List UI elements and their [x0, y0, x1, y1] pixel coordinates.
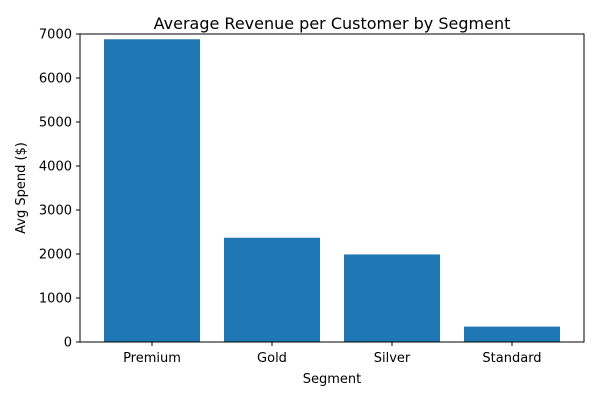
- x-tick-label: Premium: [123, 351, 181, 366]
- y-axis-ticks: 0 1000 2000 3000 4000 5000 6000 7000: [39, 28, 80, 351]
- y-tick-label: 2000: [39, 248, 72, 263]
- y-tick-label: 5000: [39, 116, 72, 131]
- y-tick-label: 0: [64, 336, 72, 351]
- x-tick-label: Standard: [482, 351, 541, 366]
- x-tick-label: Silver: [374, 351, 411, 366]
- bars-group: [104, 39, 560, 342]
- bar-premium: [104, 39, 200, 342]
- y-tick-label: 4000: [39, 160, 72, 175]
- x-tick-label: Gold: [257, 351, 287, 366]
- bar-standard: [464, 326, 560, 342]
- x-axis-ticks: Premium Gold Silver Standard: [123, 342, 542, 366]
- y-axis-label: Avg Spend ($): [14, 142, 29, 234]
- y-tick-label: 6000: [39, 72, 72, 87]
- plot-frame: [79, 33, 585, 343]
- y-tick-label: 1000: [39, 292, 72, 307]
- chart-title: Average Revenue per Customer by Segment: [154, 14, 511, 33]
- x-axis-label: Segment: [303, 372, 362, 387]
- bar-silver: [344, 254, 440, 342]
- y-tick-label: 3000: [39, 204, 72, 219]
- y-tick-label: 7000: [39, 28, 72, 43]
- bar-gold: [224, 237, 320, 342]
